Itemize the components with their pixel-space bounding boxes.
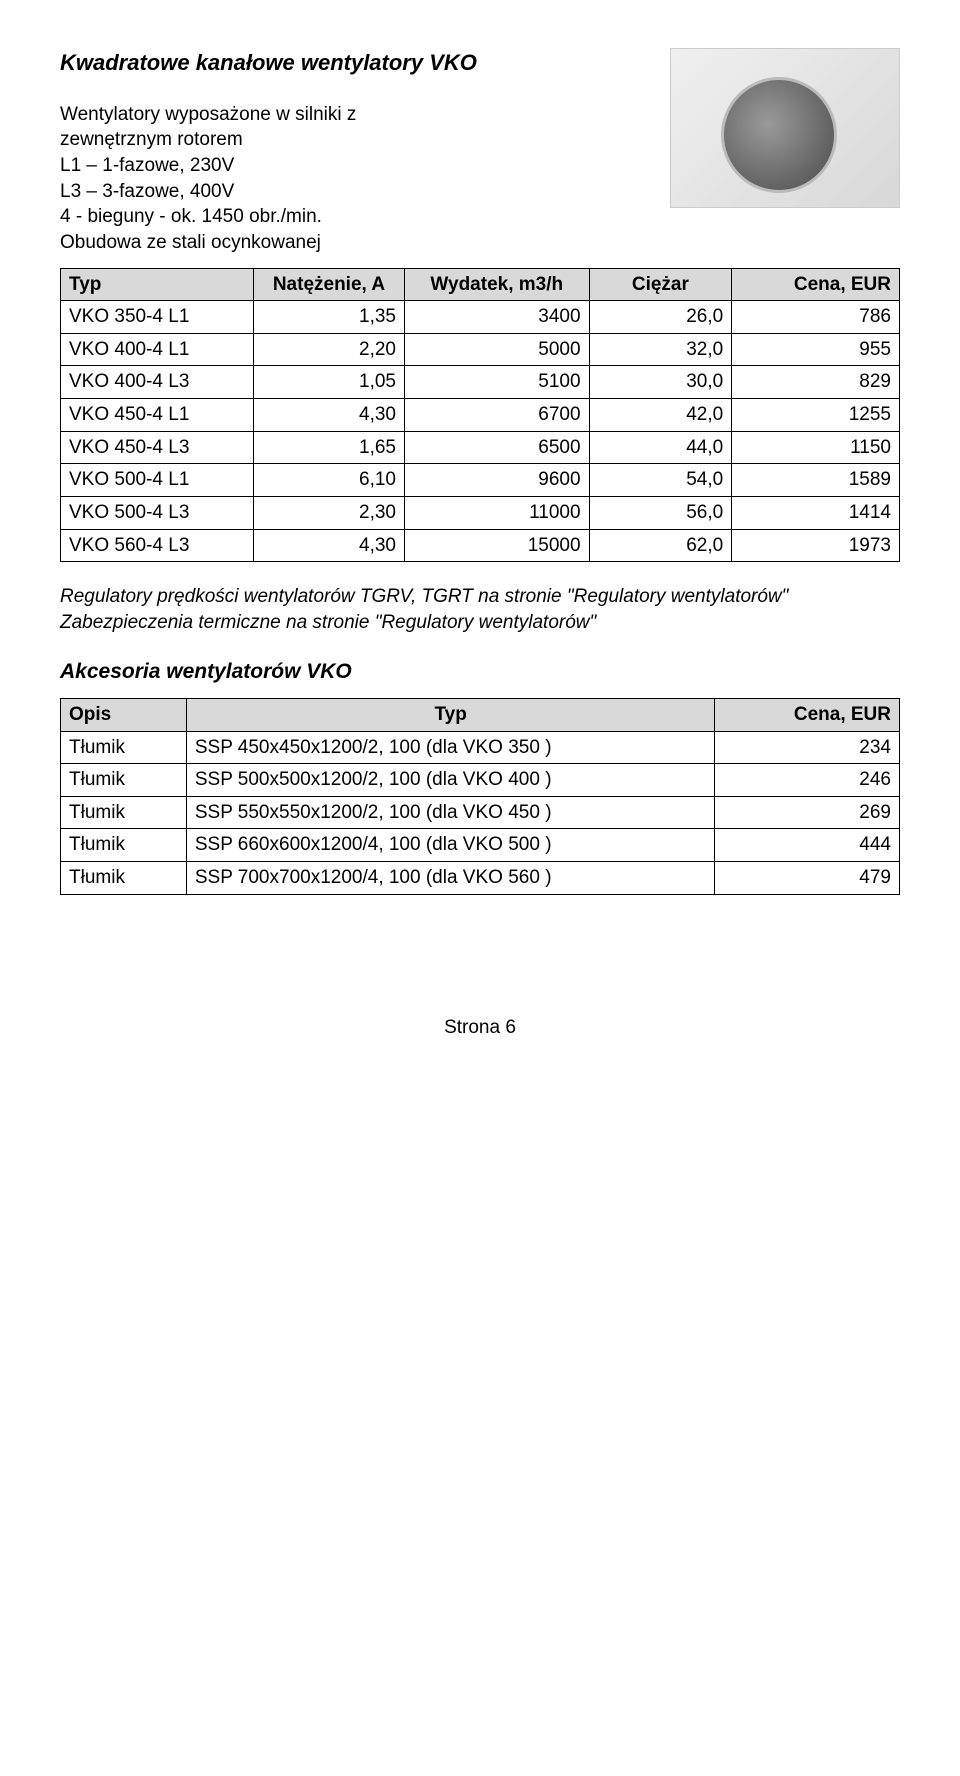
cell-desc: Tłumik [61, 862, 187, 895]
desc-line-1: zewnętrznym rotorem [60, 127, 650, 153]
cell-flow: 3400 [404, 301, 589, 334]
th-type: Typ [61, 268, 254, 301]
table-row: VKO 450-4 L3 1,65 6500 44,0 1150 [61, 431, 900, 464]
cell-flow: 9600 [404, 464, 589, 497]
desc-line-5: Obudowa ze stali ocynkowanej [60, 230, 650, 256]
table-row: Tłumik SSP 700x700x1200/4, 100 (dla VKO … [61, 862, 900, 895]
cell-price: 1973 [732, 529, 900, 562]
table-row: Tłumik SSP 550x550x1200/2, 100 (dla VKO … [61, 796, 900, 829]
table-row: VKO 450-4 L1 4,30 6700 42,0 1255 [61, 399, 900, 432]
cell-type: VKO 350-4 L1 [61, 301, 254, 334]
page-title: Kwadratowe kanałowe wentylatory VKO [60, 48, 650, 78]
cell-weight: 44,0 [589, 431, 732, 464]
cell-weight: 30,0 [589, 366, 732, 399]
notes-block: Regulatory prędkości wentylatorów TGRV, … [60, 584, 900, 635]
cell-flow: 11000 [404, 497, 589, 530]
note-line-0: Regulatory prędkości wentylatorów TGRV, … [60, 584, 900, 610]
cell-current: 4,30 [253, 529, 404, 562]
cell-flow: 6700 [404, 399, 589, 432]
th-desc: Opis [61, 698, 187, 731]
cell-price: 1414 [732, 497, 900, 530]
table-row: Tłumik SSP 450x450x1200/2, 100 (dla VKO … [61, 731, 900, 764]
table-row: VKO 500-4 L3 2,30 11000 56,0 1414 [61, 497, 900, 530]
desc-line-3: L3 – 3-fazowe, 400V [60, 179, 650, 205]
table-row: VKO 350-4 L1 1,35 3400 26,0 786 [61, 301, 900, 334]
cell-price: 1150 [732, 431, 900, 464]
cell-current: 6,10 [253, 464, 404, 497]
cell-acc-type: SSP 660x600x1200/4, 100 (dla VKO 500 ) [186, 829, 715, 862]
cell-price: 829 [732, 366, 900, 399]
page-footer: Strona 6 [60, 1015, 900, 1041]
cell-current: 1,05 [253, 366, 404, 399]
spec-header-row: Typ Natężenie, A Wydatek, m3/h Ciężar Ce… [61, 268, 900, 301]
cell-acc-type: SSP 500x500x1200/2, 100 (dla VKO 400 ) [186, 764, 715, 797]
th-acc-type: Typ [186, 698, 715, 731]
th-acc-price: Cena, EUR [715, 698, 900, 731]
desc-line-4: 4 - bieguny - ok. 1450 obr./min. [60, 204, 650, 230]
cell-type: VKO 560-4 L3 [61, 529, 254, 562]
cell-weight: 54,0 [589, 464, 732, 497]
desc-line-0: Wentylatory wyposażone w silniki z [60, 102, 650, 128]
th-weight: Ciężar [589, 268, 732, 301]
cell-price: 1255 [732, 399, 900, 432]
cell-acc-price: 246 [715, 764, 900, 797]
cell-current: 4,30 [253, 399, 404, 432]
cell-acc-price: 444 [715, 829, 900, 862]
cell-weight: 32,0 [589, 333, 732, 366]
cell-acc-price: 479 [715, 862, 900, 895]
spec-table: Typ Natężenie, A Wydatek, m3/h Ciężar Ce… [60, 268, 900, 563]
cell-type: VKO 500-4 L1 [61, 464, 254, 497]
accessories-table: Opis Typ Cena, EUR Tłumik SSP 450x450x12… [60, 698, 900, 895]
product-image [670, 48, 900, 208]
cell-type: VKO 400-4 L1 [61, 333, 254, 366]
table-row: Tłumik SSP 500x500x1200/2, 100 (dla VKO … [61, 764, 900, 797]
title-block: Kwadratowe kanałowe wentylatory VKO Went… [60, 48, 650, 256]
cell-acc-price: 234 [715, 731, 900, 764]
cell-acc-type: SSP 450x450x1200/2, 100 (dla VKO 350 ) [186, 731, 715, 764]
cell-current: 2,20 [253, 333, 404, 366]
cell-type: VKO 400-4 L3 [61, 366, 254, 399]
th-current: Natężenie, A [253, 268, 404, 301]
cell-acc-type: SSP 550x550x1200/2, 100 (dla VKO 450 ) [186, 796, 715, 829]
table-row: VKO 400-4 L1 2,20 5000 32,0 955 [61, 333, 900, 366]
cell-current: 1,65 [253, 431, 404, 464]
table-row: Tłumik SSP 660x600x1200/4, 100 (dla VKO … [61, 829, 900, 862]
note-line-1: Zabezpieczenia termiczne na stronie "Reg… [60, 610, 900, 636]
acc-tbody: Tłumik SSP 450x450x1200/2, 100 (dla VKO … [61, 731, 900, 894]
cell-acc-type: SSP 700x700x1200/4, 100 (dla VKO 560 ) [186, 862, 715, 895]
cell-desc: Tłumik [61, 764, 187, 797]
spec-tbody: VKO 350-4 L1 1,35 3400 26,0 786 VKO 400-… [61, 301, 900, 562]
cell-weight: 56,0 [589, 497, 732, 530]
cell-weight: 26,0 [589, 301, 732, 334]
cell-price: 1589 [732, 464, 900, 497]
cell-current: 2,30 [253, 497, 404, 530]
th-price: Cena, EUR [732, 268, 900, 301]
cell-price: 786 [732, 301, 900, 334]
cell-price: 955 [732, 333, 900, 366]
cell-desc: Tłumik [61, 796, 187, 829]
acc-header-row: Opis Typ Cena, EUR [61, 698, 900, 731]
cell-current: 1,35 [253, 301, 404, 334]
cell-type: VKO 450-4 L1 [61, 399, 254, 432]
table-row: VKO 400-4 L3 1,05 5100 30,0 829 [61, 366, 900, 399]
cell-weight: 62,0 [589, 529, 732, 562]
desc-line-2: L1 – 1-fazowe, 230V [60, 153, 650, 179]
cell-type: VKO 450-4 L3 [61, 431, 254, 464]
cell-flow: 5000 [404, 333, 589, 366]
cell-weight: 42,0 [589, 399, 732, 432]
cell-flow: 15000 [404, 529, 589, 562]
cell-flow: 6500 [404, 431, 589, 464]
accessories-title: Akcesoria wentylatorów VKO [60, 658, 900, 686]
cell-desc: Tłumik [61, 829, 187, 862]
cell-type: VKO 500-4 L3 [61, 497, 254, 530]
header-row: Kwadratowe kanałowe wentylatory VKO Went… [60, 48, 900, 256]
cell-flow: 5100 [404, 366, 589, 399]
th-flow: Wydatek, m3/h [404, 268, 589, 301]
cell-acc-price: 269 [715, 796, 900, 829]
table-row: VKO 500-4 L1 6,10 9600 54,0 1589 [61, 464, 900, 497]
table-row: VKO 560-4 L3 4,30 15000 62,0 1973 [61, 529, 900, 562]
cell-desc: Tłumik [61, 731, 187, 764]
